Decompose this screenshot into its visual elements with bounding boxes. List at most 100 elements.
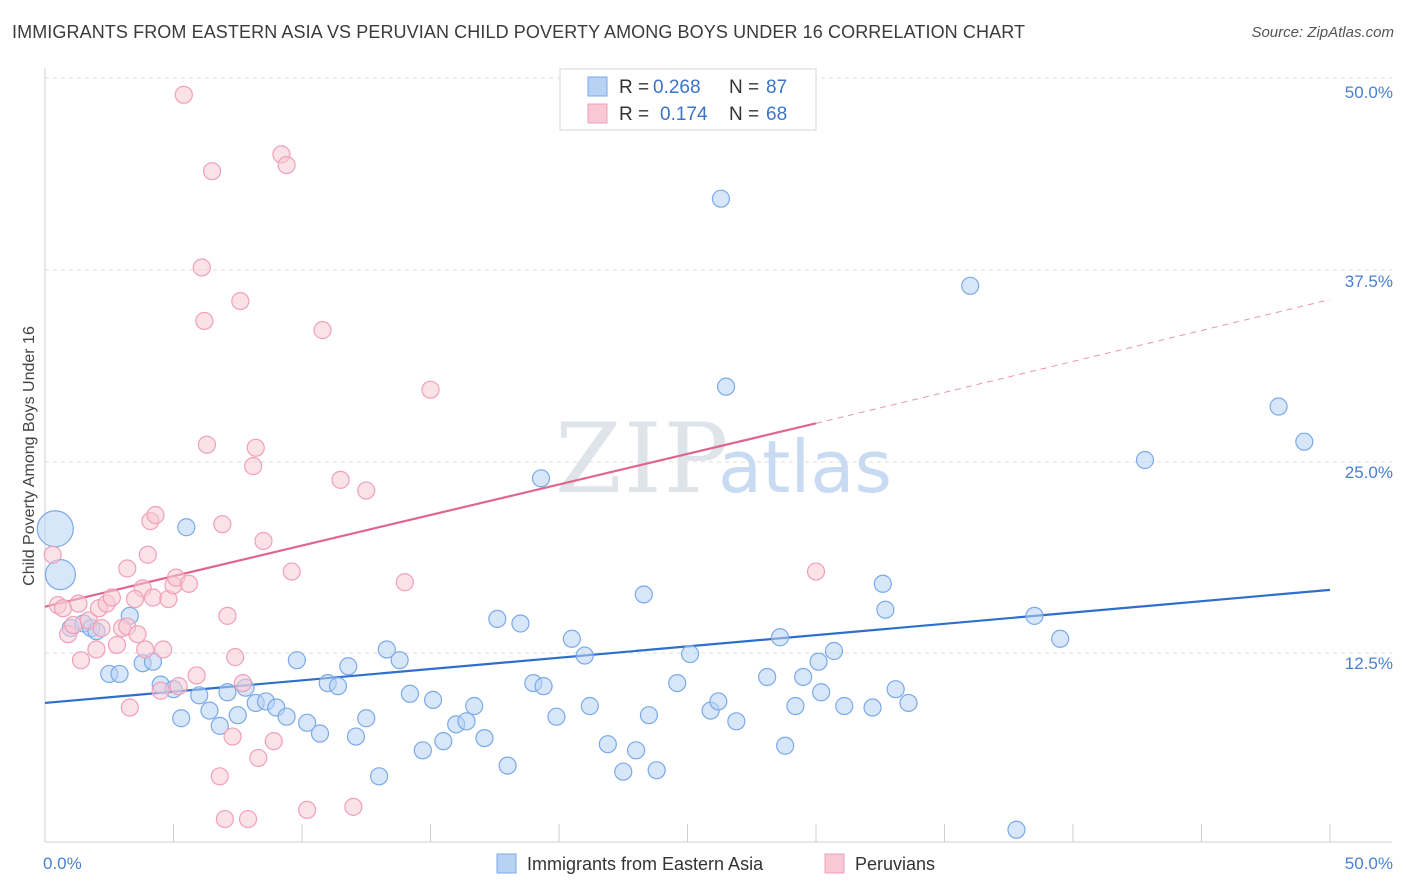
point-peruvians-20 bbox=[138, 545, 157, 564]
legend-box: R = 0.268 N = 87 R = 0.174 N = 68 bbox=[559, 68, 817, 131]
point-eastern-asia-42 bbox=[465, 696, 484, 716]
point-peruvians-55 bbox=[313, 321, 332, 340]
point-peruvians-35 bbox=[197, 435, 217, 454]
point-peruvians-49 bbox=[254, 531, 273, 551]
point-peruvians-59 bbox=[395, 573, 414, 592]
legend-r-value-2: 0.174 bbox=[660, 104, 708, 125]
point-eastern-asia-31 bbox=[346, 727, 366, 746]
point-eastern-asia-60 bbox=[668, 673, 687, 693]
bottom-legend-swatch-peruvians bbox=[824, 853, 845, 874]
y-tick-label-0: 50.0% bbox=[1345, 83, 1393, 102]
point-eastern-asia-36 bbox=[400, 684, 420, 703]
point-peruvians-45 bbox=[238, 809, 258, 829]
trend-line-dashed-1 bbox=[815, 299, 1331, 424]
point-peruvians-30 bbox=[174, 85, 193, 104]
point-eastern-asia-1 bbox=[44, 558, 77, 591]
point-eastern-asia-78 bbox=[876, 600, 895, 619]
y-tick-label-2: 25.0% bbox=[1345, 463, 1393, 482]
point-eastern-asia-53 bbox=[580, 696, 599, 716]
watermark-zip: ZIP bbox=[555, 403, 730, 515]
legend-r-label-2: R = bbox=[619, 104, 649, 125]
y-tick-label-1: 37.5% bbox=[1345, 272, 1393, 291]
point-eastern-asia-74 bbox=[824, 641, 844, 661]
chart-title: IMMIGRANTS FROM EASTERN ASIA VS PERUVIAN… bbox=[12, 22, 1026, 42]
point-eastern-asia-27 bbox=[310, 724, 330, 743]
point-peruvians-33 bbox=[192, 258, 211, 277]
chart-source: Source: ZipAtlas.com bbox=[1251, 24, 1394, 41]
point-eastern-asia-35 bbox=[390, 651, 409, 670]
point-eastern-asia-63 bbox=[709, 692, 728, 711]
point-peruvians-4 bbox=[64, 615, 83, 635]
point-peruvians-41 bbox=[223, 727, 242, 746]
point-eastern-asia-46 bbox=[511, 614, 530, 633]
point-eastern-asia-24 bbox=[277, 707, 296, 726]
point-eastern-asia-65 bbox=[716, 377, 736, 396]
point-peruvians-47 bbox=[246, 438, 265, 457]
point-eastern-asia-18 bbox=[218, 683, 237, 702]
x-tick-labels: 0.0% 50.0% bbox=[43, 854, 1393, 873]
point-peruvians-40 bbox=[218, 606, 237, 625]
point-peruvians-0 bbox=[43, 545, 62, 564]
point-peruvians-50 bbox=[264, 732, 283, 751]
point-peruvians-38 bbox=[213, 515, 232, 534]
point-peruvians-46 bbox=[244, 457, 263, 476]
point-eastern-asia-70 bbox=[786, 696, 805, 716]
point-eastern-asia-87 bbox=[1295, 432, 1314, 451]
point-peruvians-57 bbox=[344, 797, 363, 816]
point-eastern-asia-86 bbox=[1269, 397, 1288, 416]
point-peruvians-48 bbox=[249, 748, 268, 768]
point-eastern-asia-39 bbox=[434, 732, 453, 751]
point-peruvians-52 bbox=[277, 155, 296, 175]
legend-swatch-peruvians bbox=[587, 103, 608, 124]
point-eastern-asia-50 bbox=[547, 707, 566, 726]
point-eastern-asia-52 bbox=[575, 646, 594, 665]
point-peruvians-44 bbox=[233, 673, 252, 693]
point-eastern-asia-79 bbox=[886, 680, 905, 699]
point-peruvians-11 bbox=[102, 588, 121, 607]
bottom-legend-swatch-eastern-asia bbox=[496, 853, 517, 874]
point-eastern-asia-0 bbox=[36, 510, 74, 548]
point-eastern-asia-51 bbox=[562, 629, 581, 648]
point-eastern-asia-59 bbox=[647, 761, 666, 780]
point-eastern-asia-82 bbox=[1007, 820, 1026, 839]
point-eastern-asia-58 bbox=[639, 706, 659, 725]
legend-n-label-2: N = bbox=[729, 104, 759, 125]
watermark-atlas: atlas bbox=[718, 425, 892, 509]
point-eastern-asia-48 bbox=[534, 677, 553, 696]
point-eastern-asia-54 bbox=[598, 735, 617, 754]
point-peruvians-23 bbox=[146, 505, 165, 525]
point-peruvians-58 bbox=[357, 481, 376, 500]
point-peruvians-37 bbox=[210, 767, 229, 786]
point-eastern-asia-34 bbox=[377, 640, 396, 659]
bottom-legend-eastern-asia: Immigrants from Eastern Asia bbox=[527, 854, 764, 874]
point-eastern-asia-75 bbox=[835, 696, 854, 716]
point-peruvians-12 bbox=[107, 635, 127, 654]
point-eastern-asia-43 bbox=[475, 728, 494, 748]
point-peruvians-17 bbox=[128, 625, 147, 644]
watermark: ZIP atlas bbox=[555, 403, 892, 515]
point-peruvians-43 bbox=[231, 291, 250, 311]
point-eastern-asia-49 bbox=[531, 469, 551, 488]
point-peruvians-25 bbox=[154, 640, 173, 659]
bottom-legend: Immigrants from Eastern Asia Peruvians bbox=[496, 853, 935, 874]
y-tick-label-3: 12.5% bbox=[1345, 654, 1393, 673]
point-eastern-asia-85 bbox=[1135, 450, 1155, 470]
point-peruvians-60 bbox=[421, 380, 440, 399]
point-eastern-asia-25 bbox=[287, 651, 306, 670]
point-eastern-asia-7 bbox=[110, 664, 129, 684]
point-peruvians-56 bbox=[331, 470, 350, 489]
point-peruvians-39 bbox=[215, 809, 234, 829]
point-eastern-asia-68 bbox=[770, 628, 790, 647]
point-eastern-asia-17 bbox=[210, 716, 229, 735]
y-axis-label: Child Poverty Among Boys Under 16 bbox=[21, 326, 38, 586]
point-eastern-asia-77 bbox=[873, 574, 892, 593]
point-peruvians-62 bbox=[125, 589, 145, 609]
point-peruvians-19 bbox=[136, 640, 155, 659]
point-eastern-asia-37 bbox=[413, 741, 432, 760]
point-eastern-asia-14 bbox=[177, 518, 196, 537]
x-tick-label-0: 0.0% bbox=[43, 854, 82, 873]
point-peruvians-36 bbox=[202, 162, 222, 181]
point-eastern-asia-61 bbox=[680, 644, 700, 664]
point-peruvians-31 bbox=[179, 574, 199, 593]
point-eastern-asia-66 bbox=[727, 712, 746, 731]
